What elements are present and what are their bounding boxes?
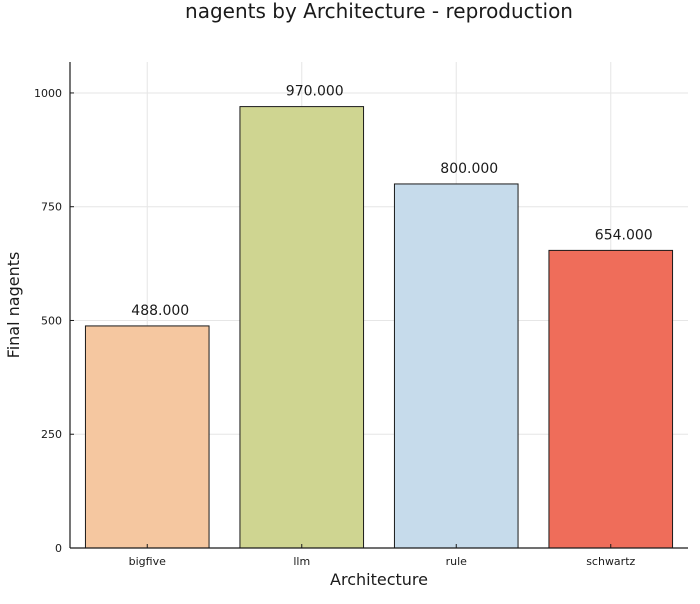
x-axis-label: Architecture (330, 570, 428, 589)
bars (84, 106, 674, 549)
bar-bigfive (84, 325, 210, 549)
x-tick-label: schwartz (586, 555, 635, 568)
axes: 0 250 500 750 1000 bigfive llm rule schwartz (34, 62, 688, 568)
bar-rule (393, 183, 519, 549)
bar-value-label: 970.000 (286, 84, 344, 100)
chart-title: nagents by Architecture - reproduction (185, 0, 573, 23)
bar-schwartz (548, 249, 674, 549)
y-tick-label: 500 (41, 314, 62, 327)
x-tick-label: llm (293, 555, 310, 568)
y-tick-label: 1000 (34, 87, 62, 100)
bar-value-label: 488.000 (131, 303, 189, 319)
x-tick-label: bigfive (129, 555, 166, 568)
bar-value-label: 654.000 (595, 227, 653, 243)
y-tick-label: 250 (41, 428, 62, 441)
x-tick-label: rule (446, 555, 468, 568)
y-tick-label: 0 (55, 542, 62, 555)
data-labels: 488.000 970.000 800.000 654.000 (131, 84, 652, 319)
y-axis-label: Final nagents (4, 252, 23, 359)
bar-llm (239, 106, 365, 549)
y-tick-label: 750 (41, 201, 62, 214)
bar-value-label: 800.000 (440, 161, 498, 177)
